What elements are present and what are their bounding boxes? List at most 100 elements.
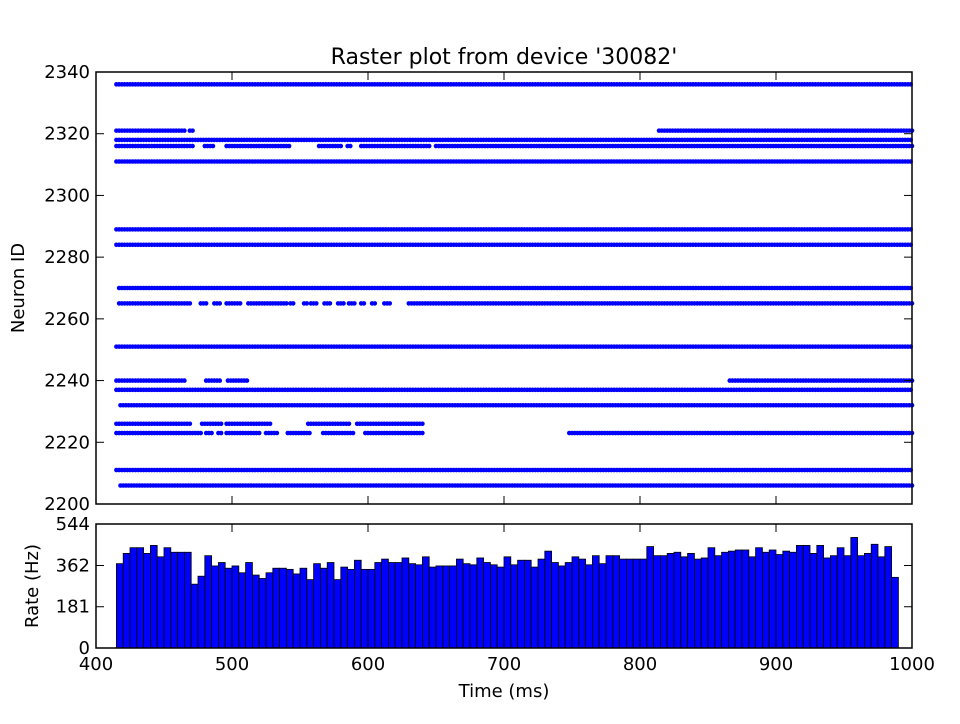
rate-y-tick-label: 362: [56, 555, 90, 576]
rate-bar: [598, 563, 607, 649]
rate-bar: [626, 558, 634, 649]
rate-bar: [864, 553, 872, 649]
spike-point: [218, 421, 224, 427]
spike-train-2289: [114, 227, 913, 232]
rate-bar: [163, 547, 172, 649]
spike-point: [348, 143, 353, 149]
spike-point: [182, 378, 187, 383]
rate-bar: [469, 564, 478, 649]
rate-bar: [857, 555, 865, 649]
spike-point: [314, 301, 319, 306]
spike-train-2237: [114, 387, 913, 393]
rate-bar: [238, 572, 247, 649]
rate-bar: [489, 564, 498, 649]
spike-point: [307, 430, 312, 436]
rate-bar: [530, 566, 539, 649]
rate-bar: [707, 547, 716, 649]
rate-y-tick-label: 544: [56, 514, 90, 535]
rate-bar: [830, 555, 838, 649]
rate-bar: [177, 551, 185, 649]
rate-bar: [564, 562, 573, 649]
rate-x-tick-label: 400: [79, 654, 113, 675]
rate-x-tick-label: 900: [759, 654, 793, 675]
rate-x-tick-label: 700: [487, 654, 521, 675]
rate-bar: [170, 551, 179, 649]
spike-train-2240: [114, 378, 915, 383]
rate-bar: [204, 555, 213, 649]
rate-bar: [476, 557, 484, 649]
rate-bar: [823, 557, 831, 649]
rate-bar: [156, 556, 165, 649]
rate-bar: [401, 557, 410, 649]
rate-bar: [612, 555, 620, 649]
raster-title: Raster plot from device '30082': [331, 45, 678, 70]
rate-bar: [891, 576, 899, 649]
rate-bar: [319, 567, 328, 649]
rate-bar: [462, 563, 471, 649]
spike-point: [387, 301, 393, 306]
rate-bar: [524, 559, 532, 649]
spike-point: [198, 430, 204, 436]
spike-point: [217, 378, 223, 383]
spike-point: [187, 301, 193, 306]
rate-bar: [272, 567, 280, 649]
rate-bar: [700, 557, 709, 649]
rate-bar: [265, 572, 274, 649]
rate-bar: [415, 564, 423, 649]
rate-bar: [381, 558, 389, 649]
spike-point: [182, 128, 187, 133]
rate-bar: [646, 546, 654, 649]
rate-bar: [714, 555, 722, 649]
rate-y-axis-label: Rate (Hz): [22, 544, 43, 628]
rate-y-tick-label: 0: [79, 638, 90, 659]
rate-bar: [496, 566, 505, 649]
rate-bar: [285, 568, 294, 649]
spike-train-2223: [114, 430, 915, 436]
rate-bar: [483, 562, 491, 649]
rate-bar: [660, 555, 668, 649]
rate-bar: [510, 564, 518, 649]
spike-train-2251: [114, 344, 913, 349]
rate-bar: [537, 558, 546, 649]
raster-y-tick-label: 2260: [44, 309, 90, 330]
rate-bar: [734, 549, 743, 649]
spike-point: [209, 430, 214, 436]
rate-bar: [517, 559, 525, 649]
spike-train-2265: [116, 301, 915, 306]
rate-bar: [428, 566, 437, 649]
spike-train-2206: [118, 483, 915, 488]
rate-bar: [394, 562, 403, 649]
rate-bar: [143, 553, 151, 649]
rate-bar: [619, 558, 627, 649]
rate-bar: [122, 553, 131, 649]
rate-bar: [605, 555, 614, 649]
rate-bar: [680, 556, 688, 649]
spike-point: [346, 421, 352, 427]
rate-bar: [728, 550, 736, 649]
spike-point: [290, 301, 296, 306]
rate-bar: [313, 563, 321, 649]
rate-x-tick-label: 800: [623, 654, 657, 675]
spike-train-2311: [114, 159, 913, 164]
spike-point: [352, 301, 357, 306]
rate-bar: [455, 558, 464, 649]
spike-point: [203, 301, 209, 306]
rate-bar: [877, 556, 886, 649]
rate-x-tick-label: 500: [215, 654, 249, 675]
rate-bar: [816, 545, 824, 649]
rate-bar: [796, 545, 804, 649]
spike-train-2270: [116, 285, 913, 291]
spike-point: [267, 421, 273, 427]
rate-bar: [782, 550, 790, 649]
rate-bar: [183, 551, 192, 649]
rate-bar: [843, 555, 852, 649]
spike-point: [286, 143, 292, 149]
spike-point: [237, 301, 243, 306]
rate-bar: [687, 553, 695, 649]
rate-bar: [551, 562, 559, 649]
spike-train-2318: [114, 137, 913, 143]
rate-bar: [217, 562, 226, 649]
raster-y-tick-label: 2340: [44, 62, 90, 83]
rate-bar: [387, 562, 396, 649]
rate-bar: [442, 565, 450, 649]
